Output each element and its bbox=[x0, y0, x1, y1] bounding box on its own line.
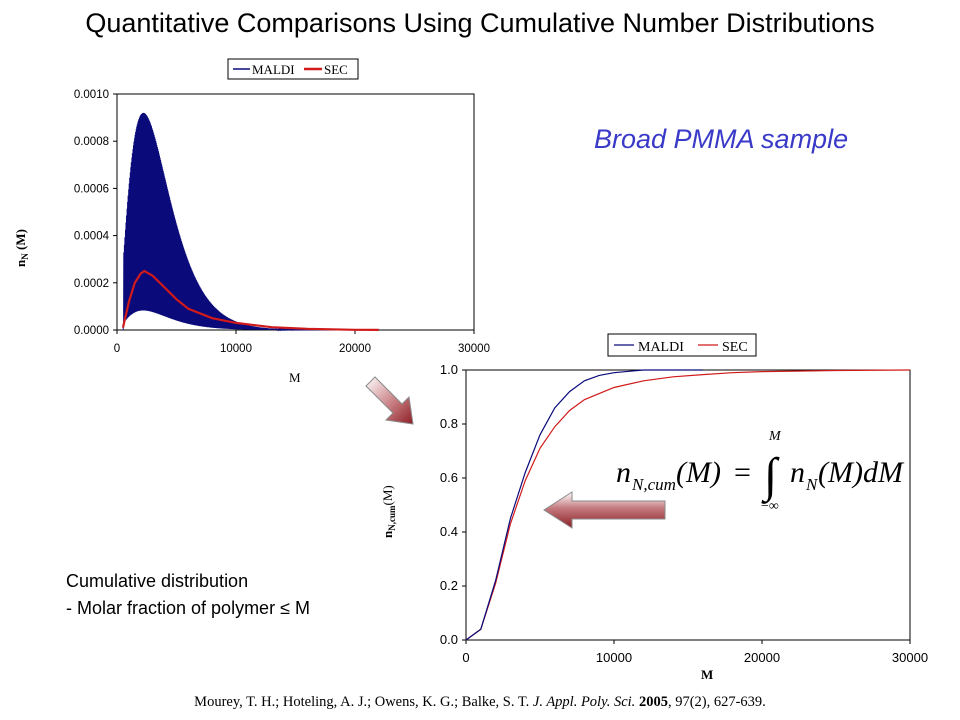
chart2-sec-series bbox=[465, 369, 911, 641]
sample-subtitle: Broad PMMA sample bbox=[594, 124, 849, 154]
chart2-ytick-label: 0.4 bbox=[440, 524, 458, 539]
chart1-ylabel: nN (M) bbox=[13, 229, 30, 267]
legend2-sec-label: SEC bbox=[722, 340, 748, 355]
equation-lhs-n: n bbox=[616, 456, 631, 489]
number-distribution-chart: MALDI SEC 0.0000 0.0002 0.0004 0.0006 0.0008… bbox=[13, 58, 490, 385]
citation-year: 2005 bbox=[638, 694, 668, 710]
chart1-xtick-label: 10000 bbox=[220, 343, 252, 355]
equation-lhs-sub: N,cum bbox=[631, 475, 676, 494]
chart2-ytick-label: 1.0 bbox=[440, 362, 458, 377]
chart2-ytick-label: 0.2 bbox=[440, 578, 458, 593]
cumulative-equation: n N,cum (M) = ∫ M −∞ n N (M)dM bbox=[608, 426, 908, 520]
chart2-xtick-label: 20000 bbox=[744, 650, 780, 665]
diagonal-arrow-icon bbox=[365, 376, 414, 425]
chart2-ytick-label: 0.6 bbox=[440, 470, 458, 485]
chart2-x-axis: 0 10000 20000 30000 bbox=[462, 640, 928, 665]
chart2-xtick-label: 10000 bbox=[596, 650, 632, 665]
left-arrow-icon bbox=[543, 491, 666, 529]
chart1-ytick-label: 0.0004 bbox=[74, 231, 110, 243]
chart1-ytick-label: 0.0000 bbox=[74, 325, 109, 337]
chart2-y-axis: 0.0 0.2 0.4 0.6 0.8 1.0 bbox=[440, 362, 466, 647]
chart2-xtick-label: 0 bbox=[462, 650, 469, 665]
citation-volume-pages: , 97(2), 627-639. bbox=[667, 694, 766, 710]
citation-authors: Mourey, T. H.; Hoteling, A. J.; Owens, K… bbox=[194, 694, 530, 710]
equation-upper-limit: M bbox=[768, 429, 782, 444]
chart1-xtick-label: 20000 bbox=[339, 343, 371, 355]
equation-equals: = bbox=[734, 456, 751, 489]
chart2-ylabel: nN,cum(M) bbox=[380, 485, 397, 538]
legend2-maldi-label: MALDI bbox=[638, 340, 684, 355]
chart1-xtick-label: 30000 bbox=[458, 343, 490, 355]
equation-integral-sign: ∫ bbox=[761, 449, 780, 504]
legend-maldi-label: MALDI bbox=[252, 62, 295, 77]
equation-rhs-n: n bbox=[790, 456, 805, 489]
note-line-1: Cumulative distribution bbox=[66, 571, 249, 591]
chart1-y-axis: 0.0000 0.0002 0.0004 0.0006 0.0008 0.0010 bbox=[74, 89, 117, 337]
chart1-ytick-label: 0.0006 bbox=[74, 183, 109, 195]
citation: Mourey, T. H.; Hoteling, A. J.; Owens, K… bbox=[0, 694, 960, 711]
cumulative-distribution-chart: MALDI SEC 0.0 0.2 0.4 0.6 0.8 1.0 0 10000 20000… bbox=[380, 333, 928, 682]
citation-journal: J. Appl. Poly. Sci. bbox=[532, 694, 636, 710]
chart2-maldi-series bbox=[465, 369, 703, 641]
chart2-xtick-label: 30000 bbox=[892, 650, 928, 665]
chart1-x-axis: 0 10000 20000 30000 bbox=[114, 330, 490, 355]
chart1-legend: MALDI SEC bbox=[227, 58, 359, 80]
chart1-ytick-label: 0.0008 bbox=[74, 136, 109, 148]
equation-rhs-sub: N bbox=[805, 475, 819, 494]
chart2-ytick-label: 0.8 bbox=[440, 416, 458, 431]
chart1-xlabel: M bbox=[289, 370, 301, 385]
equation-rhs-arg: (M)dM bbox=[818, 456, 905, 489]
legend-sec-label: SEC bbox=[324, 62, 348, 77]
note-line-2: - Molar fraction of polymer ≤ M bbox=[66, 598, 310, 618]
chart2-xlabel: M bbox=[701, 667, 713, 682]
chart1-sec-series bbox=[121, 269, 379, 331]
chart1-ytick-label: 0.0002 bbox=[74, 278, 109, 290]
equation-lower-limit: −∞ bbox=[761, 499, 779, 514]
chart1-ytick-label: 0.0010 bbox=[74, 89, 109, 101]
chart1-xtick-label: 0 bbox=[114, 343, 120, 355]
notes-block: Cumulative distribution - Molar fraction… bbox=[66, 568, 310, 622]
equation-lhs-arg: (M) bbox=[676, 456, 721, 489]
chart2-ytick-label: 0.0 bbox=[440, 632, 458, 647]
chart2-legend: MALDI SEC bbox=[607, 333, 757, 357]
slide-title: Quantitative Comparisons Using Cumulativ… bbox=[85, 8, 875, 38]
